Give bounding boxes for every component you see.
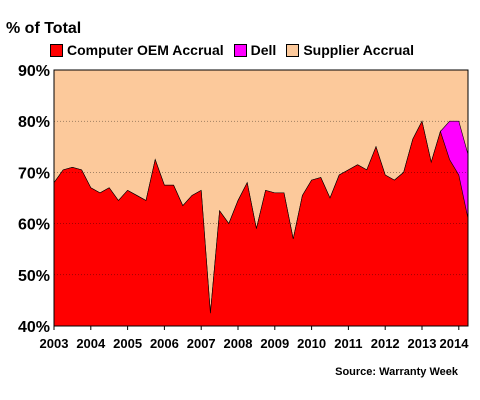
legend-item-dell: Dell <box>233 42 277 58</box>
y-tick-label: 80% <box>18 114 50 131</box>
x-tick-label: 2013 <box>408 336 437 351</box>
chart-legend: Computer OEM Accrual Dell Supplier Accru… <box>50 42 424 58</box>
x-tick-label: 2011 <box>334 336 362 351</box>
y-tick-label: 90% <box>18 63 50 80</box>
x-tick-label: 2003 <box>40 336 69 351</box>
y-tick-label: 50% <box>18 268 50 285</box>
x-tick-label: 2010 <box>297 336 326 351</box>
source-note: Source: Warranty Week <box>335 366 458 378</box>
y-tick-label: 70% <box>18 165 50 182</box>
legend-item-supplier: Supplier Accrual <box>286 42 414 58</box>
legend-swatch-supplier <box>286 43 300 57</box>
x-tick-label: 2006 <box>150 336 179 351</box>
legend-label-supplier: Supplier Accrual <box>303 42 415 58</box>
chart-title: % of Total <box>6 20 82 37</box>
y-tick-label: 60% <box>18 217 50 234</box>
x-tick-label: 2012 <box>371 336 400 351</box>
x-tick-label: 2005 <box>113 336 142 351</box>
x-tick-label: 2007 <box>187 336 216 351</box>
y-tick-label: 40% <box>18 319 50 336</box>
x-tick-label: 2014 <box>440 336 470 351</box>
x-tick-label: 2008 <box>224 336 253 351</box>
plot-border <box>53 69 469 327</box>
legend-swatch-dell <box>233 43 247 57</box>
x-tick-label: 2009 <box>260 336 289 351</box>
legend-item-oem: Computer OEM Accrual <box>50 42 224 58</box>
legend-swatch-oem <box>50 43 63 57</box>
legend-label-oem: Computer OEM Accrual <box>67 42 224 58</box>
legend-label-dell: Dell <box>250 42 277 58</box>
x-tick-label: 2004 <box>76 336 106 351</box>
